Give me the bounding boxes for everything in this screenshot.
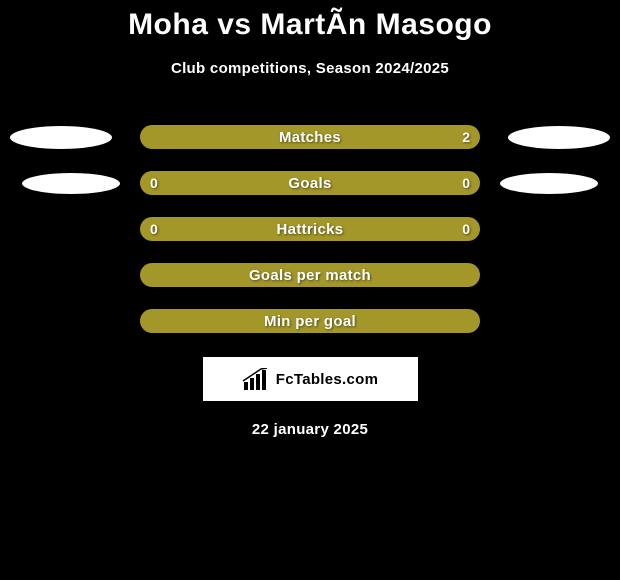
date-text: 22 january 2025 [252,421,368,438]
logo-content: FcTables.com [242,368,379,390]
stat-left-value: 0 [150,221,158,237]
barchart-icon [242,368,270,390]
stat-bar: 0 Hattricks 0 [140,217,480,241]
stat-bar: Goals per match [140,263,480,287]
stat-label: Goals per match [249,267,371,284]
stats-area: Matches 2 0 Goals 0 0 Hattricks 0 [0,125,620,438]
player-right-marker [508,126,610,149]
player-right-marker [500,173,598,194]
stat-label: Matches [279,129,341,146]
stat-bar: Min per goal [140,309,480,333]
stat-row-goals: 0 Goals 0 [0,171,620,195]
stat-bar: Matches 2 [140,125,480,149]
stat-right-value: 0 [462,221,470,237]
player-left-marker [10,126,112,149]
logo-text: FcTables.com [276,371,379,388]
stat-left-value: 0 [150,175,158,191]
stat-row-min-per-goal: Min per goal [0,309,620,333]
comparison-widget: Moha vs MartÃ­n Masogo Club competitions… [0,0,620,438]
player-left-marker [22,173,120,194]
subtitle: Club competitions, Season 2024/2025 [171,60,449,77]
stat-bar: 0 Goals 0 [140,171,480,195]
stat-label: Goals [288,175,331,192]
stat-label: Hattricks [277,221,344,238]
stat-right-value: 0 [462,175,470,191]
stat-row-hattricks: 0 Hattricks 0 [0,217,620,241]
stat-row-matches: Matches 2 [0,125,620,149]
page-title: Moha vs MartÃ­n Masogo [128,8,492,42]
stat-row-goals-per-match: Goals per match [0,263,620,287]
stat-right-value: 2 [462,129,470,145]
logo-box[interactable]: FcTables.com [203,357,418,401]
stat-label: Min per goal [264,313,356,330]
